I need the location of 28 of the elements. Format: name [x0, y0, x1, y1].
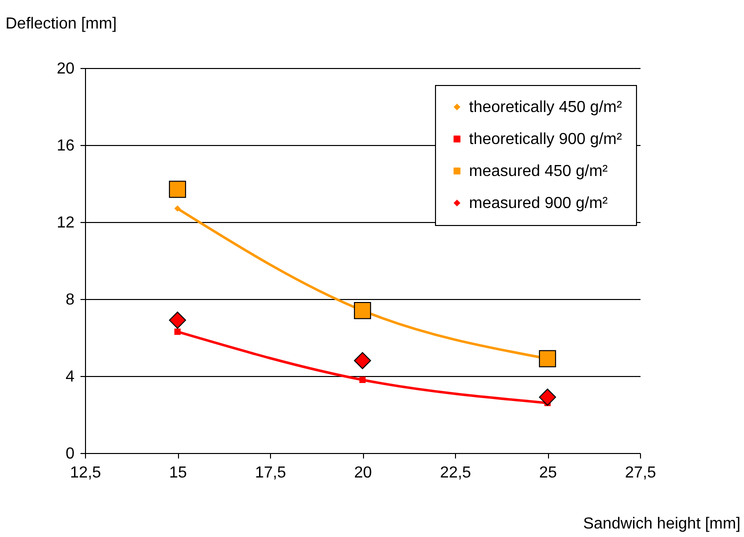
y-axis-title: Deflection [mm] [6, 16, 117, 32]
point [174, 328, 181, 335]
x-tick-label: 27,5 [624, 464, 656, 482]
point [168, 312, 186, 329]
y-tick-label: 20 [56, 60, 75, 78]
y-tick-label: 12 [56, 214, 75, 232]
x-tick-label: 20 [354, 464, 372, 482]
y-tick-label: 16 [56, 138, 75, 154]
point [354, 352, 372, 370]
y-tick-label: 8 [66, 292, 75, 308]
x-tick-label: 15 [169, 464, 187, 482]
point [174, 205, 181, 212]
legend-label: theoretically 900 g/m² [469, 131, 623, 148]
point [168, 180, 186, 198]
x-axis-title: Sandwich height [mm] [583, 516, 740, 532]
point [538, 350, 556, 368]
legend-label: measured 450 g/m² [469, 163, 608, 180]
point [538, 388, 556, 406]
legend-label: theoretically 450 g/m² [469, 99, 623, 116]
legend-label: measured 900 g/m² [469, 195, 608, 212]
y-tick-label: 4 [66, 368, 75, 386]
x-tick-label: 22,5 [440, 464, 472, 482]
x-tick-label: 25 [539, 464, 557, 482]
x-tick-label: 12,5 [70, 464, 102, 482]
x-tick-label: 17,5 [254, 464, 286, 482]
point [359, 376, 366, 384]
y-tick-label: 0 [66, 446, 75, 462]
point [354, 302, 372, 320]
